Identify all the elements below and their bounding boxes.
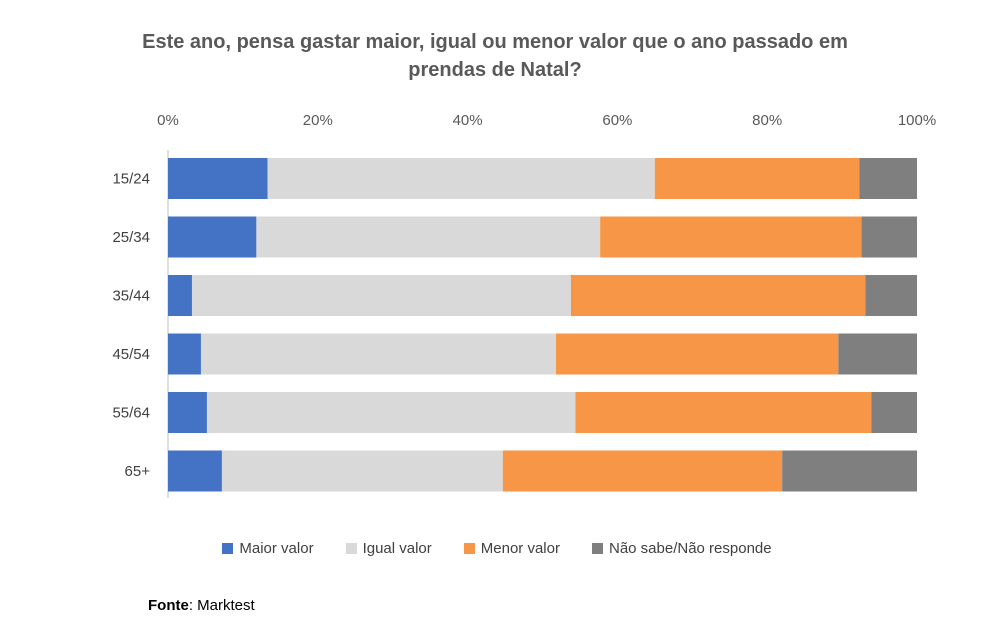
bar-segment xyxy=(859,158,917,199)
y-tick-label: 45/54 xyxy=(112,346,150,363)
y-tick-label: 15/24 xyxy=(112,171,150,188)
legend-item: Menor valor xyxy=(463,540,560,557)
y-tick-label: 25/34 xyxy=(112,229,150,246)
x-tick-label: 80% xyxy=(752,112,782,129)
bar-segment xyxy=(555,333,839,375)
legend-swatch xyxy=(591,543,603,554)
bar-segment xyxy=(206,392,576,433)
chart-legend: Maior valor Igual valor Menor valor Não sab… xyxy=(0,540,994,557)
bar-segment xyxy=(200,333,556,375)
chart-title: Este ano, pensa gastar maior, igual ou m… xyxy=(142,31,848,81)
x-tick-label: 100% xyxy=(898,112,936,129)
y-tick-label: 65+ xyxy=(125,463,151,480)
y-tick-label: 35/44 xyxy=(112,288,150,305)
bar-segment xyxy=(168,392,207,433)
bar-segment xyxy=(575,392,872,433)
bar-segment xyxy=(838,333,917,375)
bar-segment xyxy=(168,275,192,316)
bar-segment xyxy=(256,216,601,258)
bar-segment xyxy=(570,275,866,316)
bar-segment xyxy=(168,158,268,199)
bar-segment xyxy=(600,216,862,258)
bar-segment xyxy=(502,450,783,492)
bar-segment xyxy=(168,333,201,375)
bar-segment xyxy=(191,275,571,316)
bar-segment xyxy=(871,392,917,433)
legend-swatch xyxy=(463,543,475,554)
bar-segment xyxy=(782,450,917,492)
source-label: Fonte xyxy=(148,597,189,614)
bar-segment xyxy=(865,275,917,316)
legend-label: Igual valor xyxy=(362,540,432,557)
y-tick-label: 55/64 xyxy=(112,405,150,422)
x-tick-label: 20% xyxy=(303,112,333,129)
bar-segment xyxy=(267,158,655,199)
legend-label: Não sabe/Não responde xyxy=(608,540,772,557)
x-tick-label: 40% xyxy=(453,112,483,129)
legend-swatch xyxy=(345,543,357,554)
legend-item: Igual valor xyxy=(345,540,432,557)
legend-item: Não sabe/Não responde xyxy=(591,540,772,557)
legend-label: Menor valor xyxy=(480,540,560,557)
legend-swatch xyxy=(222,543,234,554)
source-value: : Marktest xyxy=(188,597,255,614)
legend-item: Maior valor xyxy=(222,540,314,557)
x-tick-label: 60% xyxy=(602,112,632,129)
bar-segment xyxy=(168,450,222,492)
legend-label: Maior valor xyxy=(239,540,314,557)
bar-segment xyxy=(654,158,860,199)
x-tick-label: 0% xyxy=(157,112,179,129)
bar-segment xyxy=(861,216,917,258)
source-note: Fonte: Marktest xyxy=(148,597,255,614)
bar-segment xyxy=(221,450,503,492)
bar-segment xyxy=(168,216,257,258)
